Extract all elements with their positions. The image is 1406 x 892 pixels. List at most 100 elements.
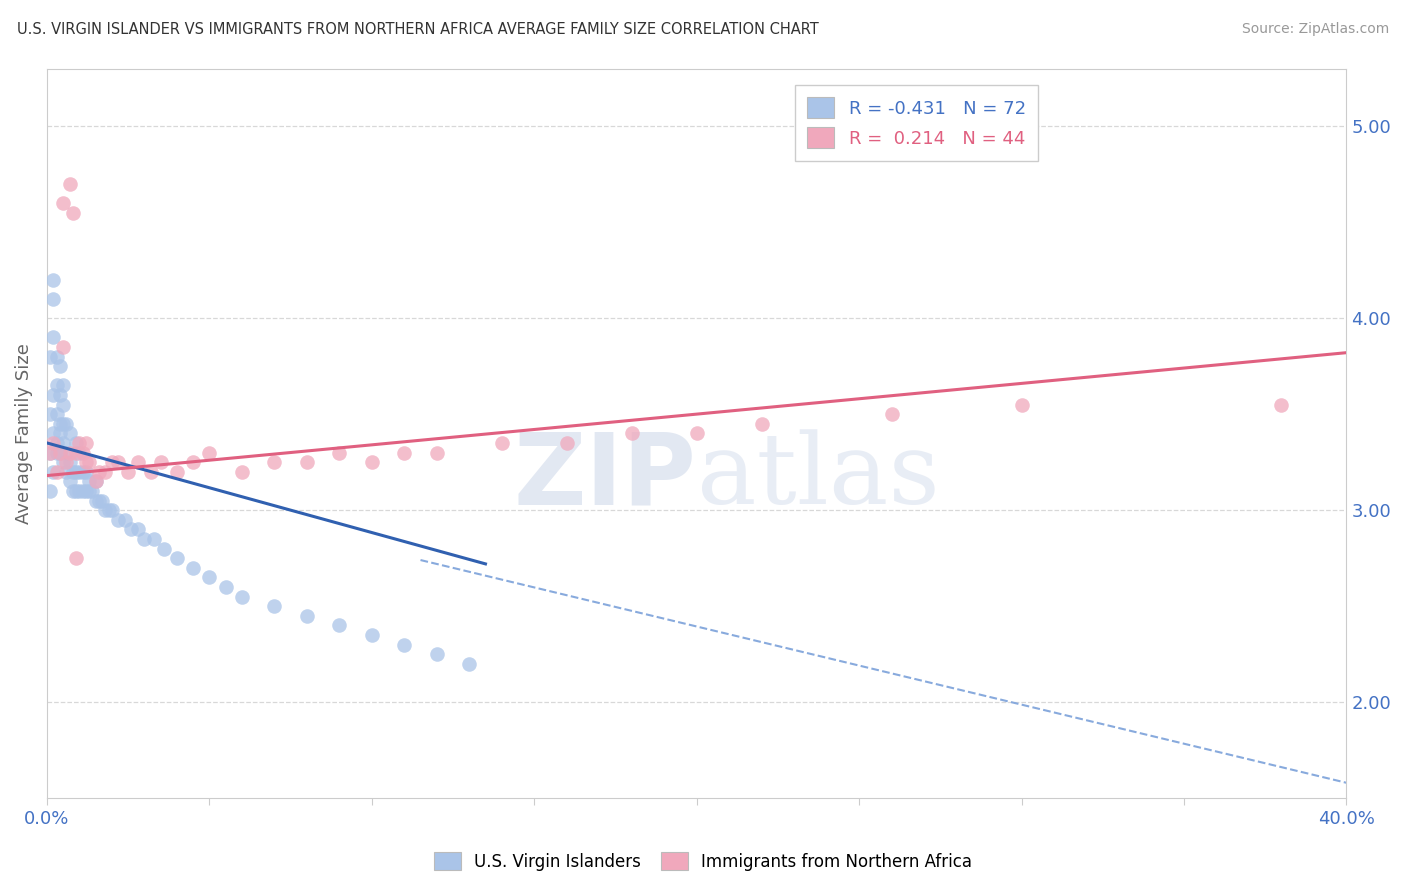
- Point: [84, 493, 107, 508]
- Point: [52, 455, 75, 469]
- Point: [685, 426, 707, 441]
- Point: [328, 618, 350, 632]
- Point: [75, 465, 97, 479]
- Point: [751, 417, 773, 431]
- Point: [880, 407, 903, 421]
- Point: [62, 483, 84, 498]
- Point: [84, 475, 107, 489]
- Point: [295, 608, 318, 623]
- Point: [117, 465, 139, 479]
- Point: [45, 407, 67, 421]
- Point: [67, 436, 90, 450]
- Point: [91, 493, 114, 508]
- Point: [49, 445, 72, 459]
- Point: [153, 541, 176, 556]
- Point: [42, 465, 65, 479]
- Point: [87, 465, 110, 479]
- Point: [39, 483, 62, 498]
- Point: [42, 388, 65, 402]
- Point: [52, 195, 75, 210]
- Legend: R = -0.431   N = 72, R =  0.214   N = 44: R = -0.431 N = 72, R = 0.214 N = 44: [794, 85, 1039, 161]
- Point: [198, 570, 221, 584]
- Point: [39, 350, 62, 364]
- Point: [107, 455, 129, 469]
- Point: [134, 532, 156, 546]
- Point: [39, 445, 62, 459]
- Point: [426, 647, 449, 661]
- Point: [62, 465, 84, 479]
- Point: [52, 436, 75, 450]
- Point: [59, 426, 82, 441]
- Point: [295, 455, 318, 469]
- Point: [39, 445, 62, 459]
- Point: [42, 426, 65, 441]
- Point: [45, 436, 67, 450]
- Point: [231, 465, 253, 479]
- Point: [49, 359, 72, 373]
- Point: [77, 483, 100, 498]
- Point: [263, 599, 285, 614]
- Point: [72, 465, 94, 479]
- Point: [149, 455, 172, 469]
- Point: [127, 522, 149, 536]
- Point: [328, 445, 350, 459]
- Point: [101, 455, 124, 469]
- Point: [39, 407, 62, 421]
- Point: [214, 580, 236, 594]
- Point: [62, 205, 84, 219]
- Point: [181, 455, 204, 469]
- Point: [49, 445, 72, 459]
- Text: ZIP: ZIP: [513, 428, 696, 525]
- Point: [94, 503, 117, 517]
- Point: [114, 513, 136, 527]
- Text: atlas: atlas: [696, 429, 939, 525]
- Point: [166, 465, 188, 479]
- Text: U.S. VIRGIN ISLANDER VS IMMIGRANTS FROM NORTHERN AFRICA AVERAGE FAMILY SIZE CORR: U.S. VIRGIN ISLANDER VS IMMIGRANTS FROM …: [17, 22, 818, 37]
- Point: [42, 436, 65, 450]
- Point: [49, 388, 72, 402]
- Point: [59, 475, 82, 489]
- Point: [67, 465, 90, 479]
- Point: [75, 483, 97, 498]
- Point: [52, 378, 75, 392]
- Point: [231, 590, 253, 604]
- Point: [127, 455, 149, 469]
- Point: [198, 445, 221, 459]
- Point: [65, 445, 87, 459]
- Point: [42, 273, 65, 287]
- Point: [82, 483, 104, 498]
- Point: [45, 350, 67, 364]
- Point: [65, 465, 87, 479]
- Point: [77, 475, 100, 489]
- Point: [139, 465, 162, 479]
- Text: Source: ZipAtlas.com: Source: ZipAtlas.com: [1241, 22, 1389, 37]
- Point: [59, 445, 82, 459]
- Point: [67, 445, 90, 459]
- Point: [42, 292, 65, 306]
- Point: [45, 445, 67, 459]
- Legend: U.S. Virgin Islanders, Immigrants from Northern Africa: U.S. Virgin Islanders, Immigrants from N…: [426, 844, 980, 880]
- Point: [65, 483, 87, 498]
- Point: [458, 657, 481, 671]
- Point: [1270, 398, 1292, 412]
- Point: [101, 503, 124, 517]
- Point: [107, 513, 129, 527]
- Point: [394, 445, 416, 459]
- Point: [59, 177, 82, 191]
- Point: [67, 483, 90, 498]
- Point: [75, 436, 97, 450]
- Point: [94, 465, 117, 479]
- Point: [620, 426, 643, 441]
- Point: [360, 628, 382, 642]
- Point: [55, 455, 77, 469]
- Point: [263, 455, 285, 469]
- Point: [84, 475, 107, 489]
- Point: [97, 503, 120, 517]
- Point: [181, 560, 204, 574]
- Point: [72, 445, 94, 459]
- Point: [1011, 398, 1033, 412]
- Point: [49, 426, 72, 441]
- Y-axis label: Average Family Size: Average Family Size: [15, 343, 32, 524]
- Point: [72, 483, 94, 498]
- Point: [55, 417, 77, 431]
